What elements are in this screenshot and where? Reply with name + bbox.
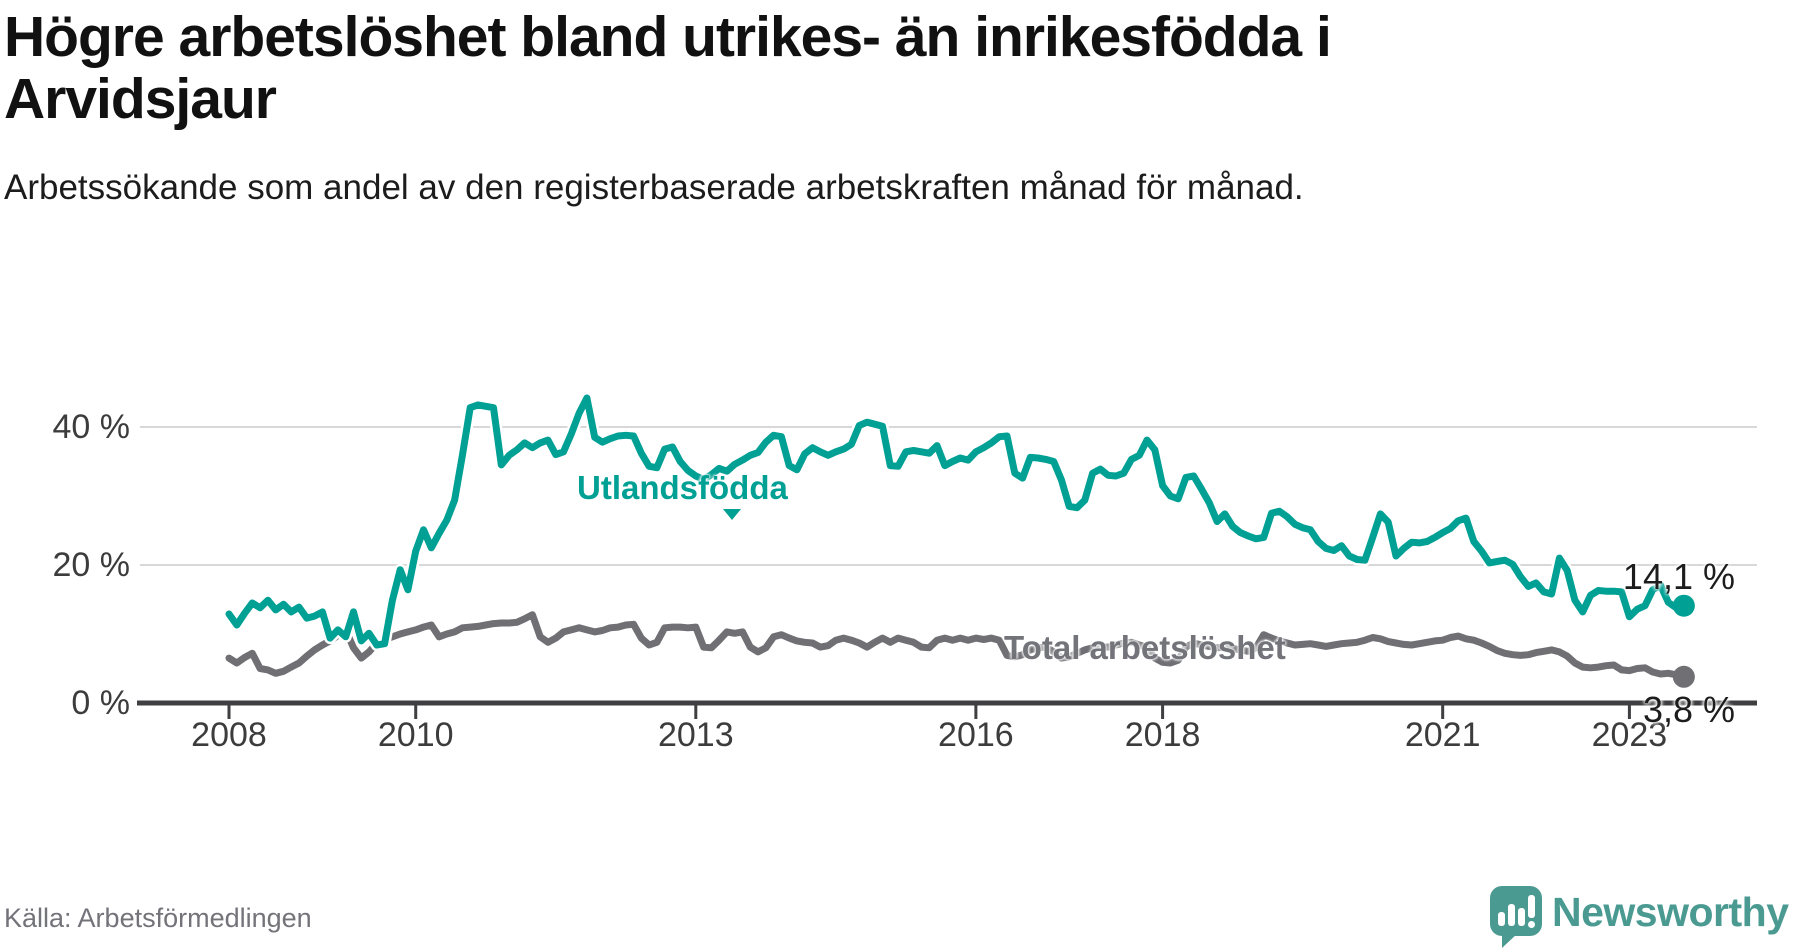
- source-note: Källa: Arbetsförmedlingen: [4, 903, 312, 933]
- series-line-utlandsfodda: [225, 394, 1688, 649]
- end-point-dot: [1672, 665, 1695, 688]
- newsworthy-logo: Newsworthy: [1490, 886, 1800, 948]
- y-tick-label: 20 %: [52, 546, 131, 584]
- x-tick-label: 2008: [191, 716, 267, 754]
- x-tick-label: 2016: [938, 716, 1014, 754]
- x-tick-label: 2010: [377, 716, 454, 754]
- series-label-utlandsfodda: Utlandsfödda: [577, 469, 788, 506]
- newsworthy-logo-text: Newsworthy: [1552, 889, 1789, 935]
- end-value-label-total: 3,8 %: [1642, 689, 1735, 730]
- newsworthy-logo-tail: [1502, 932, 1519, 948]
- series-label-pointer-icon: [723, 509, 741, 520]
- end-value-label-utlandsfodda: 14,1 %: [1622, 556, 1735, 597]
- x-tick-label: 2013: [657, 716, 734, 754]
- y-tick-label: 40 %: [52, 408, 131, 446]
- x-axis-line: [137, 700, 1757, 706]
- x-tick-label: 2021: [1404, 716, 1481, 754]
- page-subtitle: Arbetssökande som andel av den registerb…: [4, 168, 1304, 207]
- newsworthy-logo-icon: [1490, 886, 1542, 936]
- line-casing: [223, 608, 1690, 683]
- page-title: Högre arbetslöshet bland utrikes- än inr…: [4, 5, 1332, 132]
- x-tick-label: 2018: [1124, 716, 1201, 754]
- series-label-total-arbetsloshet: Total arbetslöshet: [1004, 629, 1286, 666]
- end-point-dot: [1672, 594, 1695, 617]
- y-tick-label: 0 %: [71, 684, 130, 722]
- x-tick-label: 2023: [1591, 716, 1668, 754]
- series-line-total: [225, 611, 1688, 681]
